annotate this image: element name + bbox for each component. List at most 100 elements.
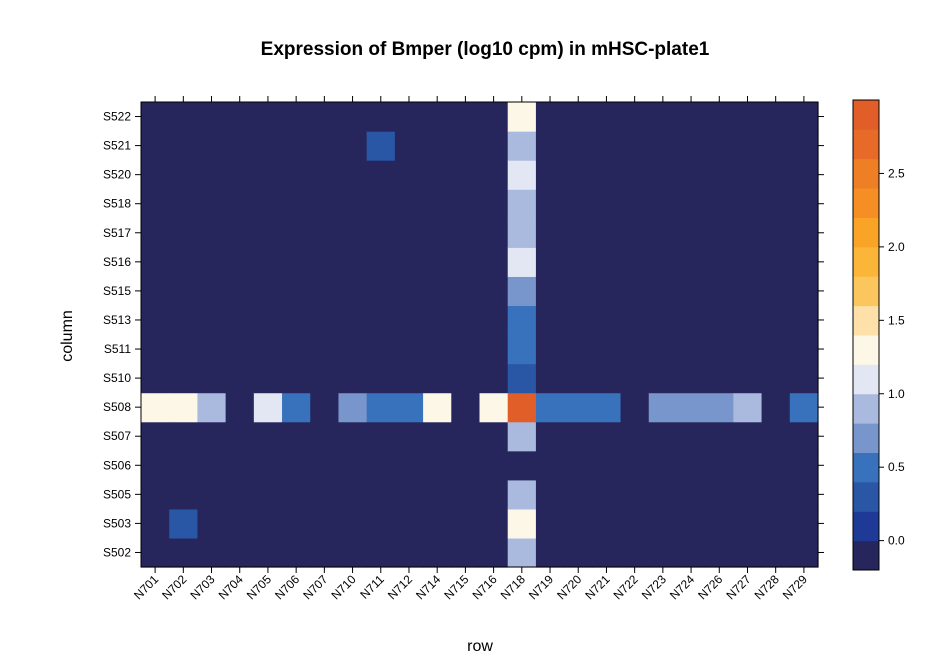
colorbar-segment — [853, 423, 879, 453]
heatmap-cell — [282, 131, 311, 161]
x-tick-label: N729 — [780, 572, 810, 602]
heatmap-cell — [423, 247, 452, 277]
heatmap-cell — [564, 537, 593, 568]
heatmap-cell — [310, 450, 340, 481]
heatmap-cell — [338, 102, 368, 132]
heatmap-cell — [394, 160, 424, 190]
heatmap-cell — [423, 160, 452, 190]
heatmap-cell — [507, 102, 537, 132]
heatmap-cell — [282, 450, 311, 481]
heatmap-cell — [141, 247, 170, 277]
heatmap-cell — [705, 450, 734, 481]
heatmap-cell — [141, 305, 170, 336]
heatmap-cell — [479, 218, 509, 248]
heatmap-cell — [592, 160, 622, 190]
x-tick-label: N707 — [300, 572, 330, 602]
heatmap-cell — [507, 160, 537, 190]
colorbar-tick-label: 1.0 — [888, 387, 905, 401]
heatmap-cell — [535, 160, 565, 190]
heatmap-cell — [282, 334, 311, 365]
heatmap-cell — [507, 392, 537, 423]
heatmap-cell — [620, 218, 650, 248]
heatmap-cell — [451, 276, 481, 307]
heatmap-cell — [225, 392, 255, 423]
heatmap-cell — [338, 392, 368, 423]
heatmap-cell — [789, 392, 819, 423]
heatmap-cell — [310, 247, 340, 277]
heatmap-cell — [479, 160, 509, 190]
heatmap-cell — [564, 479, 593, 510]
heatmap-cell — [253, 450, 283, 481]
heatmap-cell — [423, 537, 452, 568]
heatmap-cell — [648, 131, 678, 161]
heatmap-cell — [789, 189, 819, 219]
heatmap-cell — [169, 102, 199, 132]
heatmap-cell — [592, 508, 622, 539]
heatmap-cell — [733, 305, 763, 336]
heatmap-cell — [705, 160, 734, 190]
heatmap-cell — [705, 421, 734, 452]
heatmap-cell — [423, 479, 452, 510]
heatmap-cell — [225, 305, 255, 336]
heatmap-cell — [394, 276, 424, 307]
heatmap-cell — [141, 479, 170, 510]
heatmap-cell — [366, 131, 396, 161]
heatmap-cell — [648, 450, 678, 481]
heatmap-cell — [169, 276, 199, 307]
heatmap-cell — [507, 450, 537, 481]
heatmap-cell — [282, 392, 311, 423]
heatmap-cell — [197, 131, 227, 161]
heatmap-cell — [733, 247, 763, 277]
heatmap-cell — [310, 160, 340, 190]
heatmap-cell — [564, 363, 593, 394]
heatmap-cell — [282, 479, 311, 510]
heatmap-cell — [253, 305, 283, 336]
y-tick-label: S502 — [103, 545, 131, 559]
heatmap-cell — [507, 247, 537, 277]
heatmap-cell — [761, 479, 791, 510]
heatmap-cell — [733, 160, 763, 190]
heatmap-cell — [479, 363, 509, 394]
heatmap-cell — [705, 131, 734, 161]
x-tick-label: N711 — [357, 572, 387, 602]
heatmap-cell — [169, 334, 199, 365]
heatmap-cell — [761, 334, 791, 365]
heatmap-cell — [761, 537, 791, 568]
heatmap-cell — [592, 218, 622, 248]
heatmap-cell — [451, 392, 481, 423]
heatmap-cell — [620, 508, 650, 539]
heatmap-cell — [423, 392, 452, 423]
x-axis-title: row — [467, 638, 493, 655]
colorbar-segment — [853, 246, 879, 277]
heatmap-cell — [676, 305, 706, 336]
heatmap-cell — [253, 363, 283, 394]
heatmap-cell — [282, 363, 311, 394]
heatmap-cell — [338, 247, 368, 277]
heatmap-cell — [507, 305, 537, 336]
y-tick-label: S516 — [103, 255, 131, 269]
heatmap-cell — [479, 537, 509, 568]
heatmap-cell — [535, 479, 565, 510]
colorbar-segment — [853, 511, 879, 542]
heatmap-cell — [310, 334, 340, 365]
heatmap-cell — [366, 508, 396, 539]
heatmap-cell — [620, 450, 650, 481]
heatmap-cell — [282, 508, 311, 539]
heatmap-cell — [169, 160, 199, 190]
colorbar-segment — [853, 129, 879, 160]
heatmap-cell — [479, 247, 509, 277]
heatmap-cell — [197, 334, 227, 365]
heatmap-cell — [676, 189, 706, 219]
heatmap-cell — [366, 218, 396, 248]
heatmap-cell — [282, 247, 311, 277]
heatmap-cell — [705, 189, 734, 219]
heatmap-cell — [733, 392, 763, 423]
heatmap-cell — [197, 160, 227, 190]
heatmap-cell — [394, 102, 424, 132]
heatmap-cell — [535, 334, 565, 365]
heatmap-cell — [225, 189, 255, 219]
heatmap-cell — [479, 189, 509, 219]
heatmap-cell — [648, 537, 678, 568]
heatmap-cell — [620, 131, 650, 161]
heatmap-cell — [592, 392, 622, 423]
